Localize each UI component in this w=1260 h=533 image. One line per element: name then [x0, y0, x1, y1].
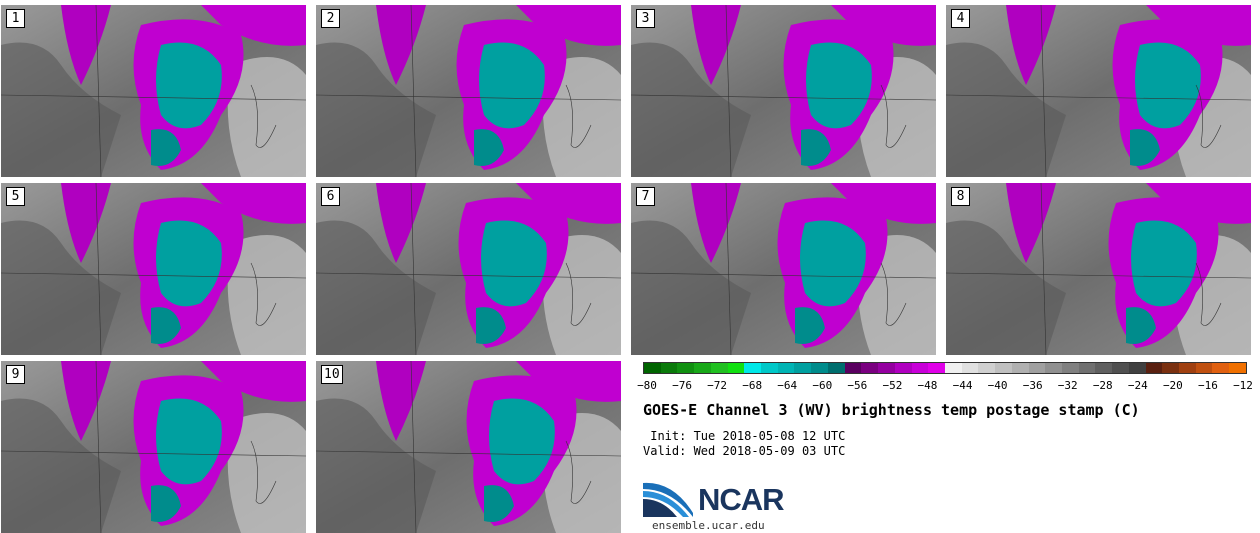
colorbar-swatch: [744, 363, 762, 373]
wv-map: [1, 361, 306, 533]
colorbar-tick-label: −40: [987, 379, 1008, 392]
colorbar-tick-label: −56: [847, 379, 868, 392]
colorbar-tick-label: −80: [637, 379, 657, 392]
colorbar-swatch: [878, 363, 895, 373]
colorbar-swatch: [844, 363, 862, 373]
colorbar-tick-label: −72: [707, 379, 728, 392]
postage-stamp-panel: 5: [1, 183, 306, 355]
panel-number: 1: [6, 9, 25, 28]
colorbar-tick-label: −28: [1092, 379, 1113, 392]
colorbar-swatch: [1195, 363, 1213, 373]
colorbar-ticks: −80 −76 −72 −68 −64 −60 −56 −52 −48 −44 −40 −36 −32 −…: [637, 379, 1253, 393]
postage-stamp-panel: 7: [631, 183, 936, 355]
colorbar-swatch: [1011, 363, 1029, 373]
postage-stamp-panel: 8: [946, 183, 1251, 355]
colorbar-swatch: [727, 363, 745, 373]
colorbar-swatch: [761, 363, 778, 373]
colorbar-swatch: [794, 363, 812, 373]
colorbar-swatch: [911, 363, 929, 373]
colorbar-swatch: [1145, 363, 1163, 373]
colorbar-tick-label: −16: [1198, 379, 1218, 392]
run-info: Init: Tue 2018-05-08 12 UTC Valid: Wed 2…: [643, 429, 845, 459]
colorbar-swatch: [978, 363, 996, 373]
wv-map: [631, 5, 936, 177]
colorbar-swatch: [677, 363, 695, 373]
postage-stamp-panel: 3: [631, 5, 936, 177]
wv-map: [1, 183, 306, 355]
logo-url: ensemble.ucar.edu: [652, 519, 765, 532]
colorbar-swatch: [1061, 363, 1079, 373]
colorbar-swatch: [928, 363, 945, 373]
colorbar-swatch: [777, 363, 795, 373]
panel-number: 3: [636, 9, 655, 28]
ncar-logo-icon: [643, 482, 693, 517]
init-time: Init: Tue 2018-05-08 12 UTC: [643, 429, 846, 443]
wv-map: [946, 5, 1251, 177]
colorbar-swatch: [710, 363, 728, 373]
wv-map: [1, 5, 306, 177]
colorbar-swatch: [660, 363, 678, 373]
panel-number: 2: [321, 9, 340, 28]
colorbar-swatch: [861, 363, 879, 373]
wv-map: [631, 183, 936, 355]
colorbar-swatch: [1078, 363, 1096, 373]
colorbar-tick-label: −24: [1127, 379, 1148, 392]
wv-map: [946, 183, 1251, 355]
panel-number: 7: [636, 187, 655, 206]
colorbar-tick-label: −60: [812, 379, 833, 392]
postage-stamp-panel: 1: [1, 5, 306, 177]
colorbar-swatch: [644, 363, 661, 373]
colorbar-swatch: [1112, 363, 1129, 373]
panel-number: 5: [6, 187, 25, 206]
colorbar-tick-label: −76: [672, 379, 692, 392]
figure-title: GOES-E Channel 3 (WV) brightness temp po…: [643, 401, 1140, 419]
colorbar-swatch: [1028, 363, 1046, 373]
wv-map: [316, 5, 621, 177]
colorbar-swatch: [1045, 363, 1062, 373]
colorbar-swatch: [811, 363, 828, 373]
panel-number: 6: [321, 187, 340, 206]
colorbar-tick-label: −12: [1233, 379, 1253, 392]
colorbar-swatch: [944, 363, 962, 373]
panel-number: 9: [6, 365, 25, 384]
colorbar-tick-label: −68: [742, 379, 763, 392]
panel-number: 8: [951, 187, 970, 206]
colorbar-tick-label: −52: [882, 379, 903, 392]
colorbar-swatch: [1212, 363, 1230, 373]
colorbar-tick-label: −36: [1022, 379, 1043, 392]
postage-stamp-panel: 6: [316, 183, 621, 355]
colorbar-swatch: [995, 363, 1012, 373]
wv-map: [316, 183, 621, 355]
panel-number: 10: [321, 365, 343, 384]
wv-map: [316, 361, 621, 533]
ncar-logo-text: NCAR: [698, 482, 785, 517]
colorbar-swatch: [1095, 363, 1113, 373]
postage-stamp-panel: 2: [316, 5, 621, 177]
colorbar-swatch: [961, 363, 979, 373]
colorbar-swatch: [1128, 363, 1146, 373]
postage-stamp-panel: 9: [1, 361, 306, 533]
colorbar-swatch: [1229, 363, 1246, 373]
colorbar-tick-label: −48: [917, 379, 938, 392]
colorbar-swatch: [694, 363, 711, 373]
colorbar-tick-label: −44: [952, 379, 973, 392]
colorbar: [643, 362, 1247, 374]
colorbar-tick-label: −20: [1162, 379, 1183, 392]
colorbar-swatch: [1179, 363, 1196, 373]
colorbar-tick-label: −32: [1057, 379, 1078, 392]
colorbar-tick-label: −64: [777, 379, 798, 392]
valid-time: Valid: Wed 2018-05-09 03 UTC: [643, 444, 846, 458]
postage-stamp-panel: 10: [316, 361, 621, 533]
postage-stamp-panel: 4: [946, 5, 1251, 177]
colorbar-swatch: [1162, 363, 1179, 373]
colorbar-swatch: [894, 363, 912, 373]
panel-number: 4: [951, 9, 970, 28]
colorbar-swatch: [827, 363, 845, 373]
